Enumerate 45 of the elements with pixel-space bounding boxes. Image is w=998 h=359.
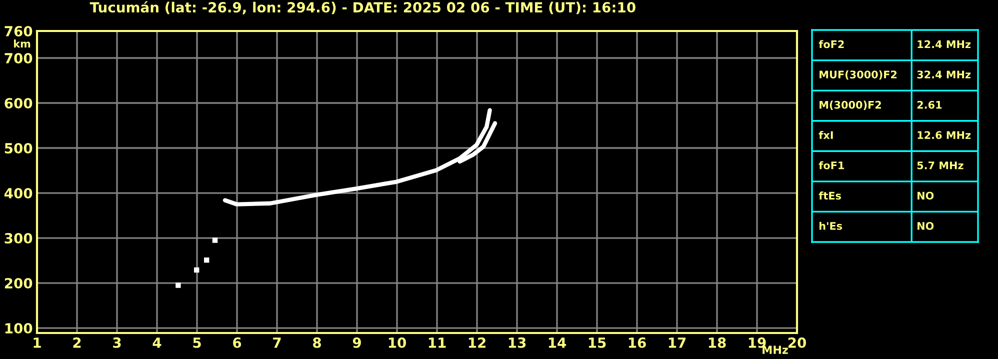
x-tick-label: 6 <box>233 337 242 348</box>
text: 12.6 MHz <box>918 131 971 140</box>
text: foF1 <box>818 161 844 170</box>
x-tick-label: 8 <box>313 337 321 348</box>
text: 12.4 MHz <box>918 40 971 48</box>
x-axis-title: MHz <box>762 346 788 354</box>
x-tick-label: 18 <box>708 337 726 348</box>
x-tick-label: 2 <box>73 337 81 348</box>
x-tick-label: 4 <box>152 338 162 348</box>
y-tick-label: 500 <box>4 142 32 154</box>
x-tick-label: 20 <box>788 337 806 348</box>
y-tick-label: 100 <box>5 323 32 334</box>
text: h'Es <box>820 222 842 230</box>
x-tick-label: 9 <box>352 337 361 348</box>
x-tick-label: 3 <box>113 337 121 348</box>
y-tick-label: 700 <box>4 52 32 64</box>
y-tick-label: 760 <box>4 26 32 36</box>
text: MUF(3000)F2 <box>820 70 897 80</box>
text: NO <box>918 222 934 230</box>
y-tick-label: 200 <box>4 278 32 289</box>
chart-title: Tucumán (lat: -26.9, lon: 294.6) - DATE: 2025 02 06 - TIME (UT): 16:10 <box>90 1 636 14</box>
x-tick-label: 17 <box>668 338 686 348</box>
text: ftEs <box>818 192 841 200</box>
x-tick-label: 11 <box>428 338 446 348</box>
text: 5.7 MHz <box>917 162 964 170</box>
y-tick-label: 300 <box>4 233 32 244</box>
x-tick-label: 14 <box>548 338 566 348</box>
x-tick-label: 19 <box>748 337 766 348</box>
x-tick-label: 7 <box>273 338 281 348</box>
x-tick-label: 10 <box>388 337 406 348</box>
x-tick-label: 12 <box>468 337 486 348</box>
y-tick-label: 400 <box>4 188 32 198</box>
text: NO <box>918 192 934 200</box>
x-tick-label: 15 <box>588 338 606 348</box>
text: fxI <box>818 130 833 139</box>
text: M(3000)F2 <box>820 100 881 110</box>
text: 32.4 MHz <box>917 70 971 78</box>
x-tick-label: 13 <box>508 337 526 348</box>
x-tick-label: 16 <box>628 337 646 348</box>
x-tick-label: 5 <box>193 338 201 348</box>
x-tick-label: 1 <box>34 338 41 348</box>
text: foF2 <box>818 40 844 48</box>
text: 2.61 <box>917 100 942 109</box>
y-axis-title: km <box>14 40 30 48</box>
y-tick-label: 600 <box>4 98 32 108</box>
